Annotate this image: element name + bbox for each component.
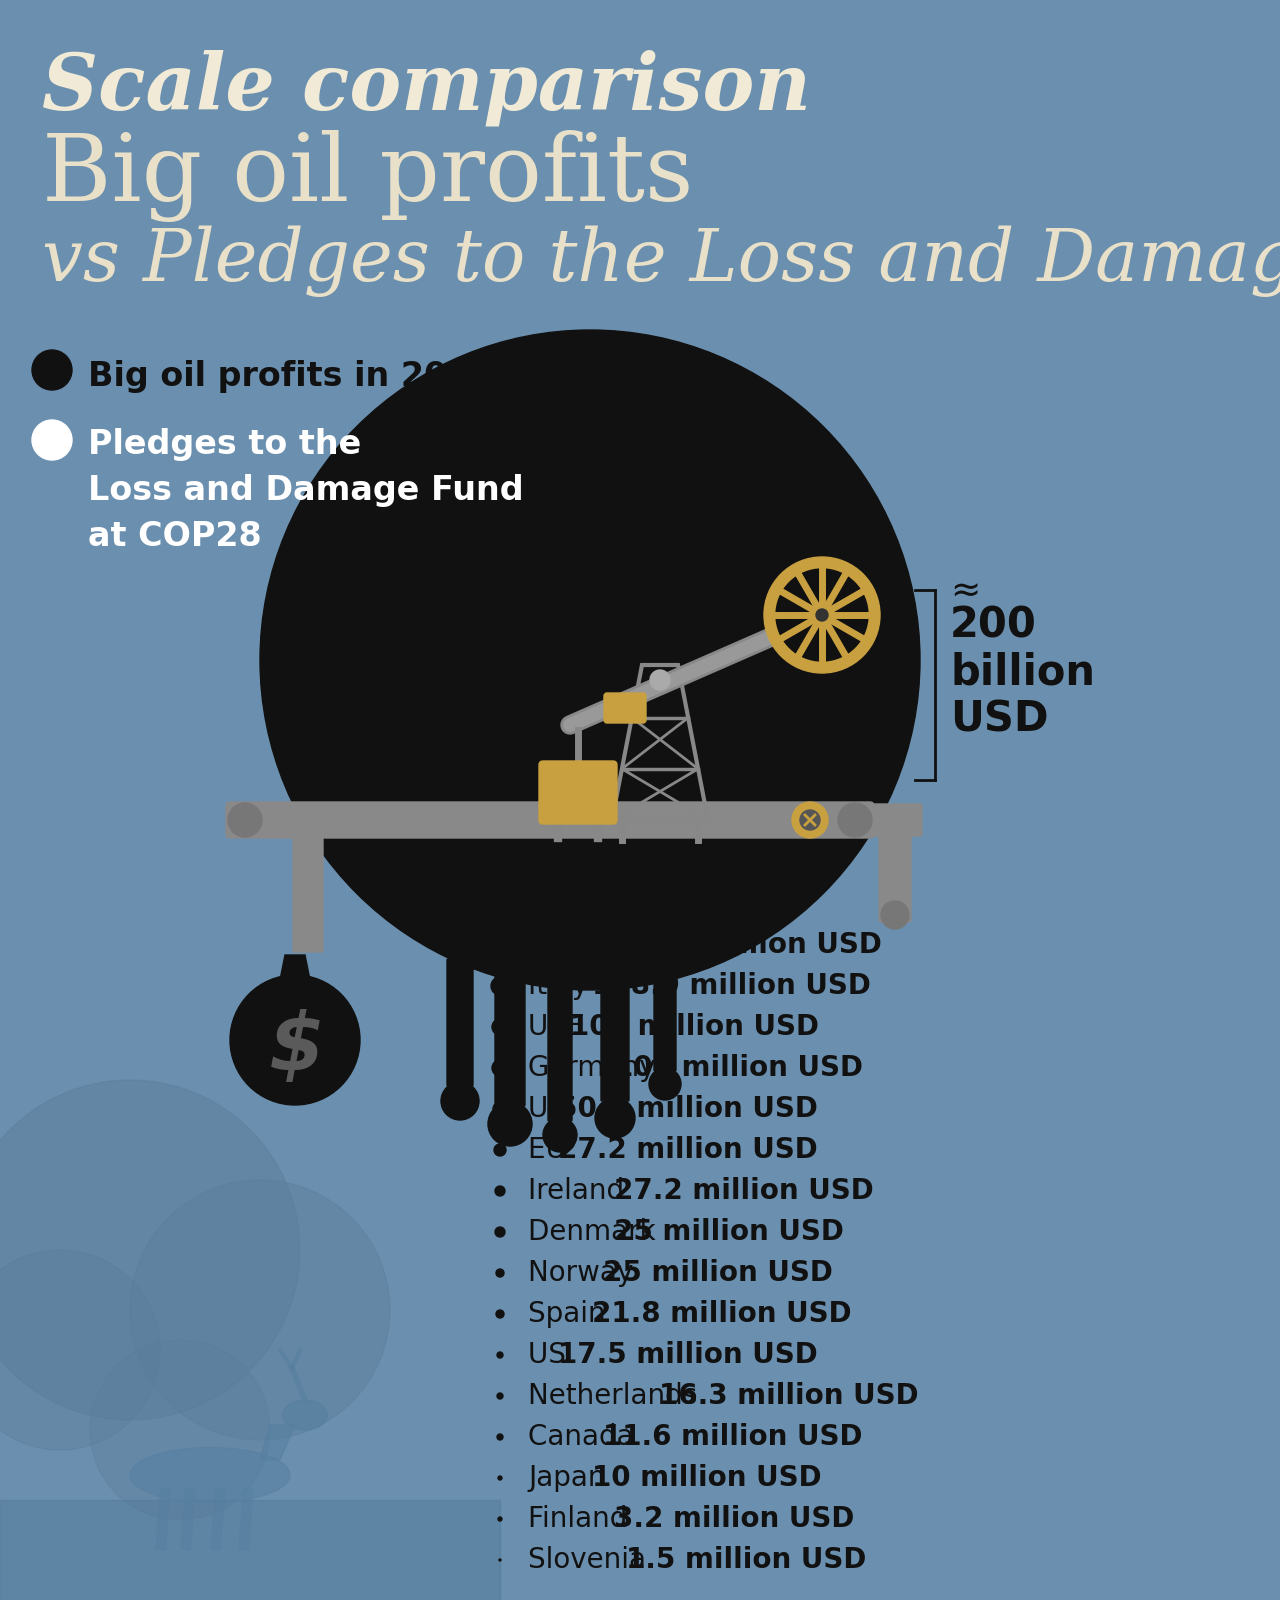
Ellipse shape [131, 1448, 291, 1502]
Text: 11.6 million USD: 11.6 million USD [603, 1422, 863, 1451]
Circle shape [32, 350, 72, 390]
Text: Big oil profits: Big oil profits [42, 130, 694, 222]
Text: 17.5 million USD: 17.5 million USD [558, 1341, 818, 1370]
Circle shape [495, 1186, 506, 1197]
Circle shape [497, 1310, 504, 1318]
Circle shape [494, 1144, 506, 1155]
Text: 108.9 million USD: 108.9 million USD [591, 971, 870, 1000]
Circle shape [492, 1059, 508, 1075]
Text: $: $ [269, 1010, 325, 1086]
Circle shape [800, 810, 820, 830]
Text: 16.3 million USD: 16.3 million USD [659, 1382, 919, 1410]
Circle shape [649, 1069, 681, 1101]
Text: Japan: Japan [529, 1464, 614, 1491]
Text: 3.2 million USD: 3.2 million USD [614, 1506, 855, 1533]
Text: Denmark: Denmark [529, 1218, 664, 1246]
Circle shape [543, 1118, 577, 1152]
Circle shape [792, 802, 828, 838]
Text: 27.2 million USD: 27.2 million USD [558, 1136, 818, 1165]
Text: Scale comparison: Scale comparison [42, 50, 810, 126]
Text: 108.9 million USD: 108.9 million USD [603, 931, 882, 958]
Circle shape [838, 803, 872, 837]
Text: EU: EU [529, 1136, 575, 1165]
Text: Spain: Spain [529, 1299, 614, 1328]
FancyBboxPatch shape [548, 979, 572, 1122]
Text: Ireland: Ireland [529, 1178, 634, 1205]
Text: 25 million USD: 25 million USD [614, 1218, 845, 1246]
FancyBboxPatch shape [604, 693, 646, 723]
Text: Canada: Canada [529, 1422, 643, 1451]
Circle shape [881, 901, 909, 930]
Circle shape [497, 1394, 503, 1398]
Circle shape [230, 974, 360, 1106]
Text: Norway: Norway [529, 1259, 643, 1286]
Circle shape [764, 557, 881, 674]
Circle shape [817, 610, 828, 621]
Circle shape [90, 1341, 270, 1520]
Circle shape [498, 1475, 502, 1480]
Circle shape [498, 1517, 502, 1522]
FancyBboxPatch shape [858, 803, 922, 835]
FancyBboxPatch shape [602, 970, 628, 1101]
Circle shape [0, 1250, 160, 1450]
Text: ≈: ≈ [950, 574, 980, 610]
FancyBboxPatch shape [654, 954, 676, 1070]
Text: 27.2 million USD: 27.2 million USD [614, 1178, 874, 1205]
Circle shape [492, 936, 509, 954]
FancyBboxPatch shape [227, 802, 874, 838]
Text: 25 million USD: 25 million USD [603, 1259, 833, 1286]
Text: 21.8 million USD: 21.8 million USD [591, 1299, 851, 1328]
Text: Big oil profits in 2022: Big oil profits in 2022 [88, 360, 494, 394]
Text: Italy: Italy [529, 971, 598, 1000]
Circle shape [810, 603, 835, 627]
Text: vs Pledges to the Loss and Damage Fund: vs Pledges to the Loss and Damage Fund [42, 226, 1280, 296]
Polygon shape [280, 955, 310, 979]
Circle shape [492, 1019, 508, 1035]
FancyBboxPatch shape [0, 1501, 500, 1600]
Text: US: US [529, 1341, 575, 1370]
Circle shape [497, 1352, 503, 1358]
FancyBboxPatch shape [293, 818, 323, 952]
Text: 1.5 million USD: 1.5 million USD [626, 1546, 867, 1574]
Text: UK: UK [529, 1094, 576, 1123]
Text: Netherlands: Netherlands [529, 1382, 707, 1410]
Circle shape [488, 1102, 532, 1146]
Circle shape [650, 670, 669, 690]
Polygon shape [260, 1426, 294, 1459]
Circle shape [776, 570, 868, 661]
Circle shape [595, 1098, 635, 1138]
Circle shape [499, 1558, 500, 1562]
Circle shape [493, 1102, 507, 1117]
Text: 100 million USD: 100 million USD [570, 1013, 819, 1042]
Circle shape [0, 1080, 300, 1421]
Text: France: France [529, 931, 630, 958]
Circle shape [492, 978, 509, 995]
Circle shape [228, 803, 262, 837]
Text: 10 million USD: 10 million USD [591, 1464, 822, 1491]
Circle shape [131, 1181, 390, 1440]
Text: Germany: Germany [529, 1054, 664, 1082]
Circle shape [495, 1227, 506, 1237]
Ellipse shape [283, 1400, 328, 1430]
Circle shape [497, 1269, 504, 1277]
Circle shape [442, 1082, 479, 1120]
Text: Finland: Finland [529, 1506, 636, 1533]
Text: UAE: UAE [529, 1013, 594, 1042]
FancyBboxPatch shape [539, 762, 617, 824]
Text: 50.8 million USD: 50.8 million USD [558, 1094, 818, 1123]
FancyBboxPatch shape [495, 970, 525, 1106]
Circle shape [497, 1434, 503, 1440]
Text: Slovenia: Slovenia [529, 1546, 655, 1574]
Circle shape [260, 330, 920, 990]
Text: 200
billion
USD: 200 billion USD [950, 605, 1094, 741]
FancyBboxPatch shape [447, 958, 474, 1086]
Text: 100 million USD: 100 million USD [614, 1054, 864, 1082]
Circle shape [32, 419, 72, 461]
FancyBboxPatch shape [879, 829, 911, 922]
Text: Pledges to the
Loss and Damage Fund
at COP28: Pledges to the Loss and Damage Fund at C… [88, 427, 524, 554]
